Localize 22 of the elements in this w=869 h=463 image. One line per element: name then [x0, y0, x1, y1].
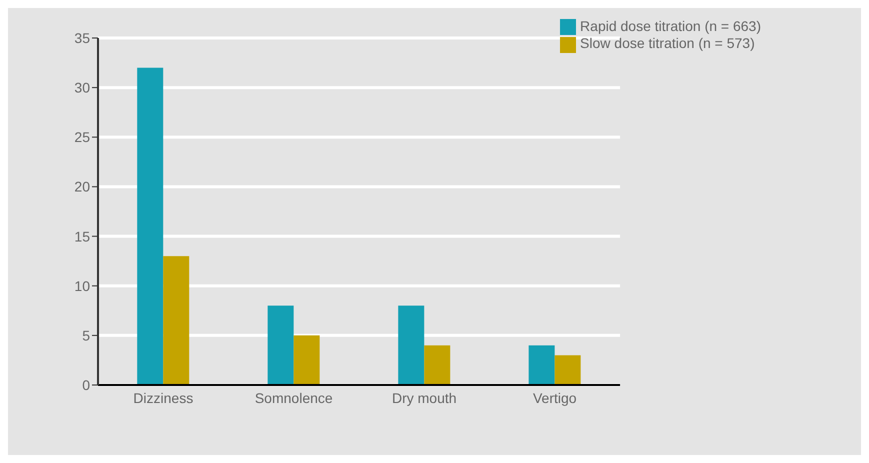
x-tick-label: Dry mouth: [392, 390, 457, 406]
bar: [398, 306, 424, 385]
y-tick-label: 35: [74, 30, 90, 46]
bar: [554, 355, 581, 385]
bar: [294, 335, 320, 385]
y-tick-label: 5: [82, 327, 90, 344]
x-tick-label: Dizziness: [133, 390, 194, 406]
y-tick-label: 0: [82, 376, 90, 393]
x-tick-label: Vertigo: [532, 390, 577, 406]
y-tick-label: 30: [74, 80, 90, 96]
bar: [137, 68, 164, 385]
y-tick-label: 10: [74, 278, 90, 294]
y-tick-label: 15: [74, 228, 90, 244]
legend-label: Slow dose titration (n = 573): [580, 35, 755, 52]
legend-label: Rapid dose titration (n = 663): [580, 18, 761, 34]
bar: [268, 306, 294, 385]
bar: [163, 256, 190, 385]
y-tick-label: 20: [74, 178, 90, 195]
y-tick-label: 25: [74, 129, 90, 146]
x-tick-label: Somnolence: [254, 390, 333, 406]
bar: [424, 345, 450, 385]
bar: [528, 345, 555, 385]
